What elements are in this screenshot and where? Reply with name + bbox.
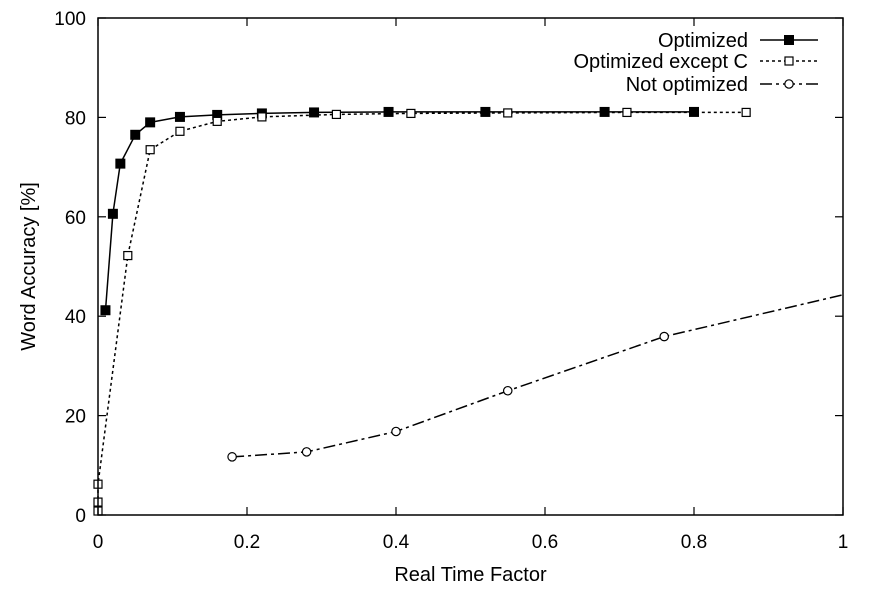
data-point — [175, 126, 185, 136]
x-tick-label: 0 — [93, 532, 104, 553]
y-tick-label: 100 — [54, 9, 86, 30]
data-point — [383, 106, 394, 117]
legend-label-optimized: Optimized — [658, 30, 748, 52]
data-point — [174, 111, 185, 122]
legend-label-not-optimized: Not optimized — [626, 74, 748, 96]
series-2 — [227, 294, 844, 462]
data-point — [480, 106, 491, 117]
data-point — [502, 385, 513, 396]
data-point — [257, 112, 267, 122]
x-tick-label: 1 — [838, 532, 849, 553]
y-axis-label: Word Accuracy [%] — [18, 182, 40, 351]
data-point — [130, 129, 141, 140]
data-point — [503, 108, 513, 118]
data-point — [100, 305, 111, 316]
data-point — [145, 117, 156, 128]
legend-swatch-marker — [784, 56, 794, 66]
data-point — [212, 116, 222, 126]
x-tick-label: 0.2 — [234, 532, 260, 553]
series-1 — [93, 107, 751, 516]
legend-swatch-marker — [784, 79, 794, 89]
x-tick-label: 0.8 — [681, 532, 707, 553]
legend: Optimized Optimized except C Not optimiz… — [573, 30, 818, 96]
x-axis-label: Real Time Factor — [394, 564, 547, 586]
data-point — [123, 250, 133, 261]
legend-label-optimized-except-c: Optimized except C — [573, 51, 748, 73]
data-point — [406, 108, 416, 119]
y-tick-label: 80 — [65, 108, 86, 129]
x-tick-label: 0.4 — [383, 532, 410, 553]
data-point — [227, 452, 237, 462]
data-point — [301, 447, 312, 457]
axes: 0 20 40 60 80 100 0 0.2 0.4 0.6 0.8 1 — [54, 9, 848, 553]
data-point — [391, 426, 401, 437]
plot-frame — [97, 17, 844, 516]
series-line — [97, 111, 747, 511]
y-tick-label: 60 — [65, 208, 86, 229]
y-tick-label: 20 — [65, 407, 86, 428]
series-line — [232, 294, 844, 458]
data-point — [309, 107, 320, 118]
y-tick-label: 0 — [75, 506, 86, 527]
data-point — [659, 331, 669, 342]
series-0 — [100, 106, 699, 316]
data-point — [622, 107, 632, 118]
y-tick-label: 40 — [65, 307, 86, 328]
legend-swatch-marker — [784, 35, 794, 45]
series-line — [104, 111, 694, 311]
data-point — [115, 158, 126, 169]
data-point — [741, 107, 751, 118]
data-point — [145, 145, 155, 155]
x-tick-label: 0.6 — [532, 532, 558, 553]
data-point — [107, 208, 118, 219]
data-point — [331, 109, 341, 120]
plot-marks — [93, 106, 844, 516]
